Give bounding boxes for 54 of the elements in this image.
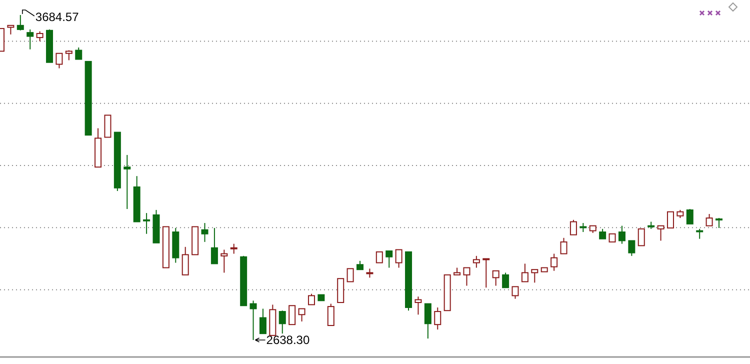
candlestick: [696, 228, 704, 240]
candlestick: [182, 246, 189, 276]
candlestick: [298, 308, 306, 322]
candlestick: [550, 253, 558, 272]
candlestick: [638, 228, 645, 246]
candlestick: [288, 305, 296, 326]
candlestick: [201, 222, 208, 242]
candlestick: [36, 30, 44, 42]
candlestick: [337, 278, 344, 304]
candlestick: [414, 296, 422, 316]
candlestick: [472, 255, 480, 268]
candlestick: [386, 250, 393, 268]
annotation: 2638.30: [266, 333, 310, 347]
candlestick: [463, 267, 470, 286]
candlestick: [666, 211, 674, 228]
candlestick: [366, 268, 374, 278]
annotation: 3684.57: [35, 10, 80, 24]
candlestick: [104, 114, 112, 138]
candlestick: [424, 303, 432, 340]
candlestick: [210, 227, 218, 264]
candlestick: [560, 237, 568, 254]
candlestick: [716, 218, 722, 228]
candlestick: [7, 24, 14, 35]
candlestick: [492, 270, 500, 286]
candlestick: [502, 272, 510, 288]
candlestick: [618, 225, 626, 244]
candlestick: [395, 249, 402, 268]
candlestick: [346, 268, 354, 282]
candlestick: [628, 240, 636, 256]
candlestick: [482, 258, 490, 288]
candlestick: [657, 225, 664, 242]
candlestick: [56, 52, 63, 69]
candlestick: [434, 306, 442, 330]
candlestick: [376, 251, 383, 264]
candlestick: [220, 249, 228, 274]
candlestick: [580, 222, 587, 232]
candlestick: [143, 212, 150, 234]
candlestick: [570, 219, 577, 236]
candlestick: [308, 293, 315, 306]
candlestick: [259, 308, 266, 334]
candlestick: [599, 228, 606, 240]
candlestick: [230, 243, 238, 254]
candlestick: [512, 286, 519, 300]
candlestick: [706, 213, 713, 226]
candlestick: [16, 14, 24, 31]
candlestick: [327, 303, 334, 326]
candlestick: [278, 310, 286, 334]
candlestick: [250, 300, 257, 340]
candlestick: [521, 263, 528, 282]
candlestick: [75, 46, 82, 60]
candlestick: [531, 269, 538, 284]
candlestick: [124, 154, 131, 210]
candlestick: [26, 28, 34, 50]
candlestick: [686, 208, 694, 224]
